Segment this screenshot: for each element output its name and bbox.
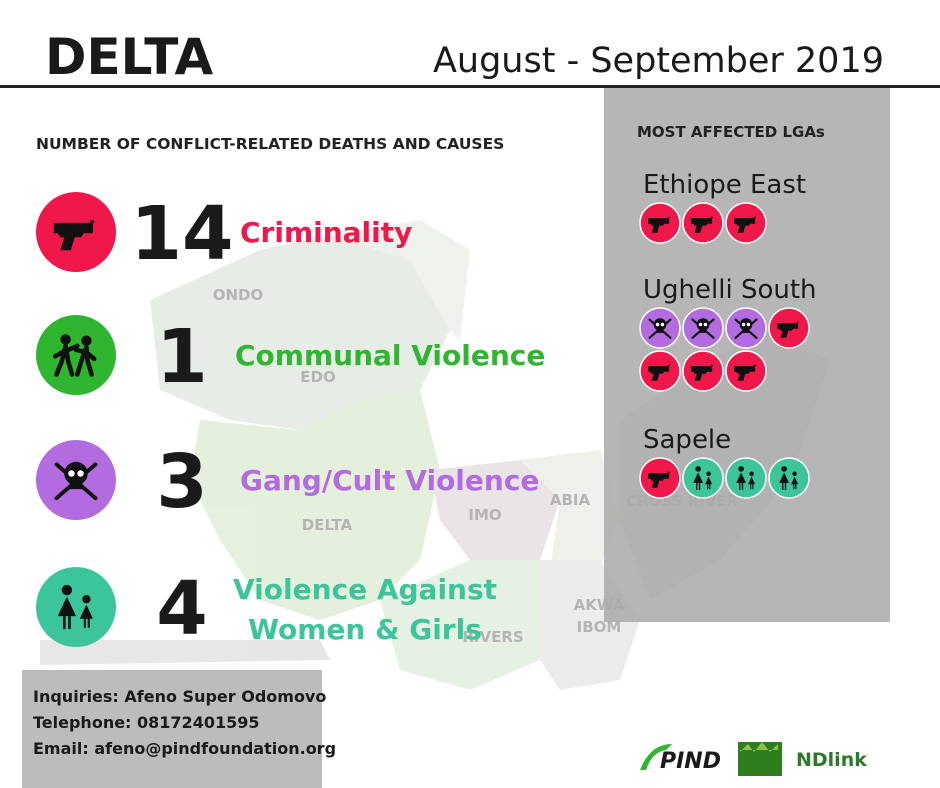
- contact: Inquiries: Afeno Super Odomovo Telephone:…: [33, 687, 336, 758]
- panel-title: MOST AFFECTED LGAs: [637, 123, 825, 141]
- cause-count: 1: [156, 314, 208, 400]
- cause-count: 14: [131, 191, 234, 277]
- map-label: RIVERS: [462, 628, 523, 646]
- causes: 14 Criminality 1 Communal Violence 3 Gang/Cul…: [36, 191, 545, 652]
- contact-line: Email: afeno@pindfoundation.org: [33, 739, 336, 758]
- map-label: IBOM: [577, 618, 622, 636]
- cause-count: 4: [156, 566, 208, 652]
- cause-label: Gang/Cult Violence: [240, 464, 539, 497]
- cause-label: Violence Against: [233, 573, 497, 606]
- logo-pind: PIND: [660, 749, 721, 774]
- lga-icon-bg: [682, 457, 724, 499]
- logos: PIND NDlink: [640, 742, 867, 776]
- lga-name: Sapele: [643, 425, 731, 455]
- contact-box: [22, 670, 322, 788]
- contact-line: Inquiries: Afeno Super Odomovo: [33, 687, 326, 706]
- lga-icon-bg: [768, 457, 810, 499]
- map-label: DELTA: [302, 516, 353, 534]
- title: DELTA: [45, 28, 213, 86]
- logo-ndlink: NDlink: [796, 749, 867, 771]
- map-label: EDO: [300, 368, 335, 386]
- map-label: ONDO: [213, 286, 264, 304]
- cause-count: 3: [156, 439, 208, 525]
- cause-icon-bg: [36, 567, 116, 647]
- lga-name: Ethiope East: [643, 170, 806, 200]
- period: August - September 2019: [433, 41, 884, 81]
- contact-line: Telephone: 08172401595: [33, 713, 259, 732]
- cause-label: Criminality: [240, 216, 412, 249]
- header-rule: [0, 85, 940, 88]
- map-label: ABIA: [550, 491, 591, 509]
- lga-icon-bg: [725, 457, 767, 499]
- cause-label: Communal Violence: [235, 339, 545, 372]
- map-label: IMO: [468, 506, 501, 524]
- lga-name: Ughelli South: [643, 275, 817, 305]
- cause-label: Women & Girls: [248, 613, 482, 646]
- lgas: Ethiope East Ughelli South Sapele: [639, 170, 817, 499]
- section-title: NUMBER OF CONFLICT-RELATED DEATHS AND CA…: [36, 135, 504, 153]
- cause-icon-bg: [36, 315, 116, 395]
